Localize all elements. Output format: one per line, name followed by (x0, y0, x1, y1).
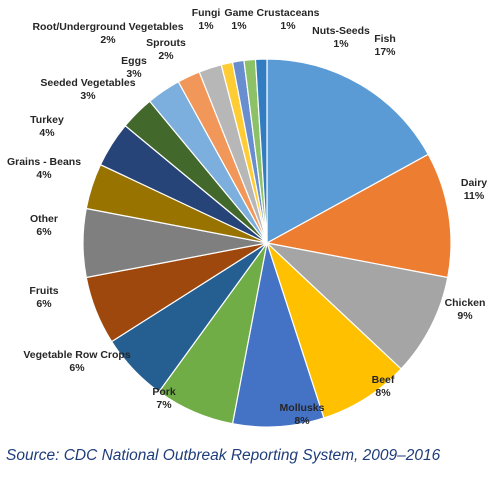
label-name: Grains - Beans (7, 156, 81, 168)
label-name: Fruits (29, 285, 58, 297)
label-nuts-seeds: Nuts-Seeds 1% (312, 25, 370, 50)
slice-fish (266, 58, 430, 245)
label-percent: 11% (464, 190, 485, 202)
label-root-underground-vegetables: Root/Underground Vegetables 2% (32, 21, 183, 46)
label-name: Dairy (461, 177, 487, 189)
label-percent: 9% (457, 310, 473, 322)
label-sprouts: Sprouts 2% (146, 37, 186, 62)
label-seeded-vegetables: Seeded Vegetables 3% (40, 77, 135, 102)
label-mollusks: Mollusks 8% (280, 402, 325, 427)
labels-layer: Fish 17%Dairy 11%Chicken 9%Beef 8%Mollusks 8%… (7, 7, 487, 427)
slice-chicken (265, 242, 449, 370)
label-name: Crustaceans (256, 7, 319, 19)
label-grains-beans: Grains - Beans 4% (7, 156, 81, 181)
label-percent: 1% (333, 38, 349, 50)
source-note: Source: CDC National Outbreak Reporting … (6, 447, 441, 464)
label-percent: 2% (158, 50, 174, 62)
label-percent: 3% (80, 90, 96, 102)
label-name: Mollusks (280, 402, 325, 414)
slices-layer (82, 58, 452, 428)
label-percent: 2% (100, 34, 116, 46)
label-percent: 3% (126, 68, 142, 80)
label-name: Vegetable Row Crops (23, 349, 131, 361)
label-beef: Beef 8% (372, 374, 395, 399)
label-name: Other (30, 213, 58, 225)
label-eggs: Eggs 3% (121, 55, 147, 80)
label-name: Chicken (445, 297, 486, 309)
slice-beef (266, 242, 402, 419)
label-crustaceans: Crustaceans 1% (256, 7, 319, 32)
label-fungi: Fungi 1% (192, 7, 221, 32)
label-other: Other 6% (30, 213, 58, 238)
label-name: Pork (152, 386, 176, 398)
label-percent: 6% (36, 298, 52, 310)
label-name: Sprouts (146, 37, 186, 49)
label-name: Fungi (192, 7, 221, 19)
label-vegetable-row-crops: Vegetable Row Crops 6% (23, 349, 131, 374)
label-percent: 17% (374, 46, 396, 58)
label-name: Nuts-Seeds (312, 25, 370, 37)
label-percent: 1% (280, 20, 296, 32)
label-percent: 8% (375, 387, 391, 399)
slice-dairy (265, 153, 452, 279)
label-fish: Fish 17% (374, 33, 396, 58)
label-name: Beef (372, 374, 395, 386)
label-percent: 8% (294, 415, 310, 427)
label-name: Eggs (121, 55, 147, 67)
label-percent: 6% (36, 226, 52, 238)
label-name: Fish (374, 33, 396, 45)
label-percent: 7% (156, 399, 172, 411)
label-percent: 6% (69, 362, 85, 374)
slice-nuts-seeds (254, 58, 268, 244)
label-name: Seeded Vegetables (40, 77, 135, 89)
label-fruits: Fruits 6% (29, 285, 58, 310)
label-percent: 1% (198, 20, 214, 32)
label-name: Game (224, 7, 253, 19)
label-percent: 4% (39, 127, 55, 139)
label-percent: 4% (36, 169, 52, 181)
label-turkey: Turkey 4% (30, 114, 64, 139)
label-chicken: Chicken 9% (445, 297, 486, 322)
label-pork: Pork 7% (152, 386, 176, 411)
label-game: Game 1% (224, 7, 253, 32)
label-percent: 1% (231, 20, 247, 32)
label-name: Root/Underground Vegetables (32, 21, 183, 33)
label-name: Turkey (30, 114, 64, 126)
label-dairy: Dairy 11% (461, 177, 487, 202)
slice-mollusks (231, 242, 325, 428)
